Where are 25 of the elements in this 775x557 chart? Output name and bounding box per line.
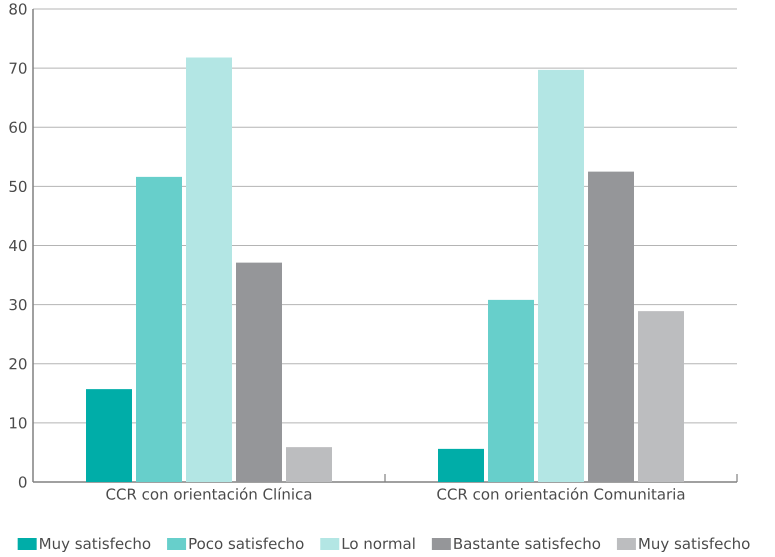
bar: [588, 172, 634, 482]
bar: [136, 176, 182, 482]
bar: [538, 70, 584, 482]
bar: [186, 57, 232, 482]
y-tick-label: 10: [10, 417, 26, 429]
x-tick-label: CCR con orientación Comunitaria: [437, 488, 684, 500]
legend-label: Lo normal: [342, 538, 414, 550]
y-tick-label: 70: [10, 62, 26, 74]
y-tick-label: 80: [9, 3, 26, 15]
legend-label: Muy satisfecho: [40, 538, 150, 552]
legend-label: Poco satisfecho: [190, 538, 304, 550]
bar: [438, 448, 484, 482]
x-tick-label: CCR con orientación Clínica: [106, 488, 312, 500]
y-tick-label: 60: [9, 122, 26, 133]
legend-label: Muy satisfecho: [639, 538, 750, 552]
bar: [86, 389, 132, 482]
legend-label: Bastante satisfecho: [454, 538, 600, 550]
y-tick-label: 30: [10, 298, 26, 310]
y-tick-label: 50: [10, 180, 26, 192]
y-tick-label: 0: [18, 476, 26, 488]
y-tick-label: 20: [9, 358, 26, 370]
y-tick-label: 40: [9, 240, 26, 252]
bar: [236, 262, 282, 482]
bar: [488, 300, 534, 482]
bar: [286, 447, 332, 482]
